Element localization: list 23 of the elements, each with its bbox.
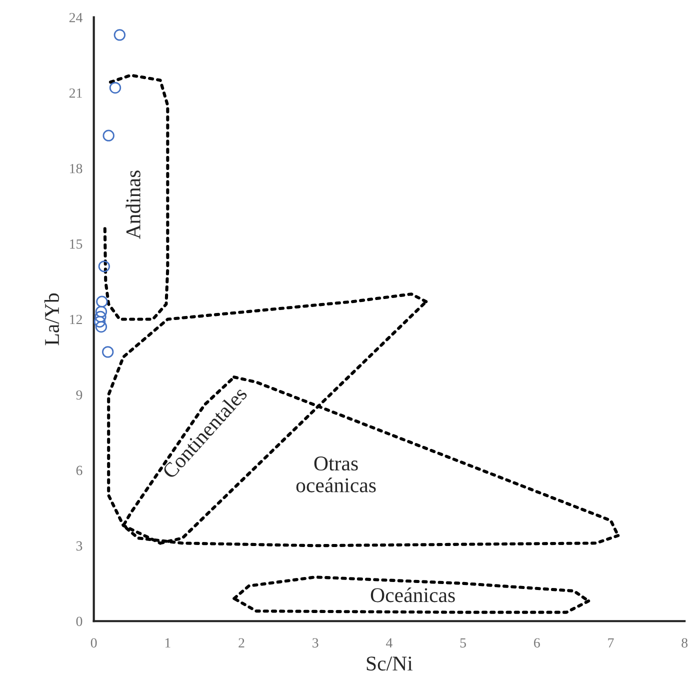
x-axis-title: Sc/Ni — [366, 656, 413, 671]
y-tick-label: 0 — [76, 616, 82, 626]
annotation: Andinas — [126, 170, 140, 240]
y-tick-label: 18 — [70, 164, 82, 174]
y-axis-title: La/Yb — [44, 293, 60, 346]
y-tick-label: 21 — [69, 88, 82, 98]
annotation: Oceánicas — [370, 588, 455, 602]
y-tick-label: 12 — [70, 314, 82, 324]
y-tick-label: 6 — [76, 466, 82, 476]
x-tick-label: 8 — [682, 638, 688, 648]
x-tick-label: 2 — [238, 638, 244, 648]
x-tick-label: 6 — [534, 638, 540, 648]
y-tick-label: 24 — [69, 12, 82, 22]
x-tick-label: 7 — [608, 638, 614, 648]
x-tick-label: 3 — [312, 638, 318, 648]
y-tick-label: 15 — [70, 239, 82, 249]
y-tick-label: 9 — [76, 390, 82, 400]
x-tick-label: 4 — [386, 638, 392, 648]
x-tick-label: 1 — [165, 638, 170, 648]
x-tick-label: 0 — [90, 638, 97, 648]
y-tick-label: 3 — [76, 541, 82, 551]
x-tick-label: 5 — [460, 638, 466, 648]
annotation: Otras oceánicas — [296, 456, 376, 492]
